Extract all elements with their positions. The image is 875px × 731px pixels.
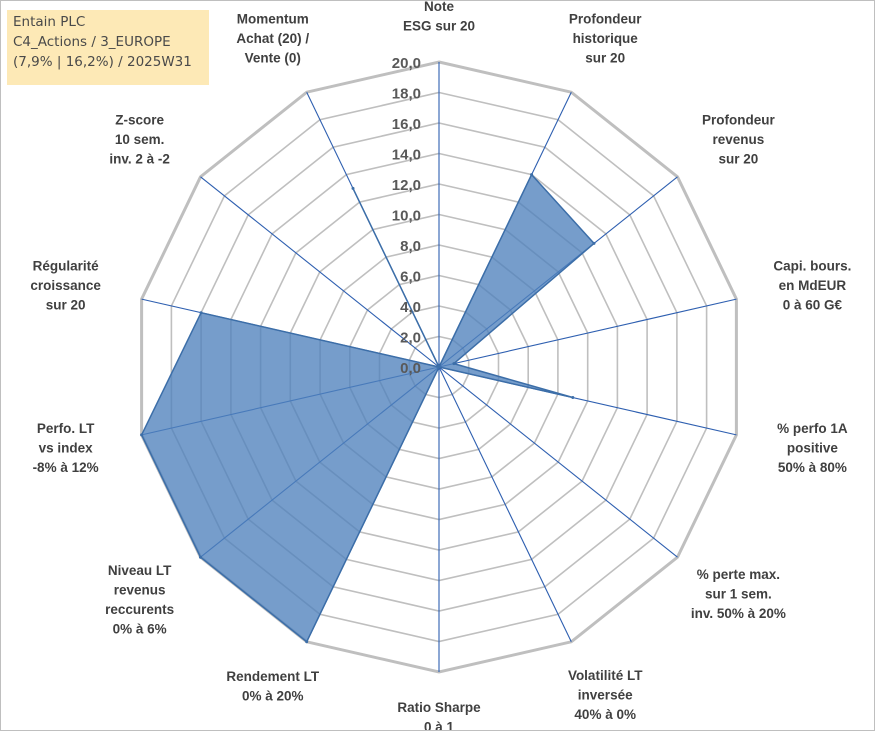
axis-label-line: historique (573, 31, 639, 46)
axis-label-line: Volatilité LT (568, 668, 643, 683)
axis-label-line: Momentum (237, 12, 309, 27)
axis-label: Rendement LT 0% à 20% (226, 669, 320, 704)
axis-label-line: inv. 2 à -2 (109, 152, 170, 167)
axis-spoke (200, 176, 440, 368)
axis-label: Z-score 10 sem. inv. 2 à -2 (109, 113, 170, 167)
tick-label: 14,0 (392, 147, 421, 164)
info-box: Entain PLC C4_Actions / 3_EUROPE (7,9% |… (7, 10, 209, 85)
axis-label-line: 0% à 20% (242, 688, 304, 703)
series-area (140, 173, 595, 643)
axis-spoke (438, 366, 572, 643)
axis-label: Capi. bours. en MdEUR 0 à 60 G€ (773, 259, 851, 313)
category-label: C4_Actions / 3_EUROPE (13, 34, 171, 50)
axis-label-line: 0 à 60 G€ (783, 298, 843, 313)
axis-label-line: Note (424, 1, 454, 14)
tick-label: 4,0 (400, 299, 421, 316)
axis-label-line: % perfo 1A (777, 421, 848, 436)
data-point (305, 640, 309, 644)
axis-label-line: en MdEUR (779, 278, 847, 293)
axis-label-line: croissance (30, 278, 101, 293)
axis-label-line: revenus (114, 583, 166, 598)
data-point (140, 433, 144, 437)
axis-spoke (438, 366, 678, 558)
axis-label-line: positive (787, 440, 839, 455)
tick-label: 18,0 (392, 86, 421, 103)
tick-label: 6,0 (400, 269, 421, 286)
tick-label: 16,0 (392, 116, 421, 133)
axis-label: Volatilité LT inversée 40% à 0% (568, 668, 643, 722)
axis-label-line: revenus (713, 132, 765, 147)
axis-label: Profondeur historique sur 20 (569, 12, 642, 66)
axis-label-line: reccurents (105, 602, 174, 617)
axis-label-line: 0 à 1 (424, 720, 455, 731)
axis-label: Régularité croissance sur 20 (30, 259, 101, 313)
axis-label-line: Z-score (115, 113, 164, 128)
axis-label-line: 40% à 0% (574, 707, 636, 722)
axis-label-line: sur 1 sem. (705, 586, 772, 601)
data-point (571, 396, 575, 399)
data-point (199, 311, 203, 315)
data-point (592, 241, 596, 245)
axis-label-line: Niveau LT (108, 563, 172, 578)
axis-spoke (438, 298, 737, 368)
axis-label-line: Ratio Sharpe (397, 700, 481, 715)
axis-label: Note ESG sur 20 (403, 1, 475, 34)
axis-label-line: Achat (20) / (236, 31, 309, 46)
data-point (530, 173, 534, 177)
tick-label: 10,0 (392, 208, 421, 225)
tick-label: 8,0 (400, 238, 421, 255)
axis-label-line: Rendement LT (226, 669, 320, 684)
axis-label-line: sur 20 (46, 298, 86, 313)
axis-label-line: sur 20 (585, 51, 625, 66)
axis-label-line: -8% à 12% (33, 460, 99, 475)
axis-label-line: sur 20 (719, 152, 759, 167)
axis-label: Ratio Sharpe 0 à 1 (397, 700, 481, 730)
data-point (199, 555, 202, 559)
axis-label-line: vs index (39, 440, 94, 455)
axis-label-line: Profondeur (569, 12, 642, 27)
axis-label-line: 0% à 6% (113, 622, 167, 637)
axis-label: % perte max. sur 1 sem. inv. 50% à 20% (691, 567, 786, 621)
axis-label-line: % perte max. (697, 567, 780, 582)
axis-label-line: Vente (0) (245, 51, 301, 66)
company-name: Entain PLC (13, 14, 86, 30)
axis-label: Perfo. LT vs index -8% à 12% (33, 421, 99, 475)
axis-label-line: Profondeur (702, 113, 775, 128)
tick-label: 0,0 (400, 360, 421, 377)
axis-label-line: 50% à 80% (778, 460, 847, 475)
summary-label: (7,9% | 16,2%) / 2025W31 (13, 54, 192, 70)
axis-label-line: inv. 50% à 20% (691, 606, 786, 621)
data-point (452, 362, 456, 366)
axis-label-line: inversée (578, 688, 633, 703)
tick-label: 12,0 (392, 177, 421, 194)
axis-label-line: 10 sem. (115, 132, 165, 147)
axis-label-line: Régularité (33, 259, 100, 274)
axis-label: % perfo 1A positive 50% à 80% (777, 421, 848, 475)
data-point (351, 186, 355, 190)
axis-label: Profondeur revenus sur 20 (702, 113, 775, 167)
axis-label-line: Capi. bours. (773, 259, 851, 274)
axis-label: Niveau LT revenus reccurents 0% à 6% (105, 563, 174, 637)
axis-label: Momentum Achat (20) / Vente (0) (236, 12, 309, 66)
tick-label: 20,0 (392, 55, 421, 72)
tick-label: 2,0 (400, 330, 421, 347)
axis-label-line: Perfo. LT (37, 421, 95, 436)
axis-label-line: ESG sur 20 (403, 19, 475, 34)
data-point (437, 365, 441, 369)
